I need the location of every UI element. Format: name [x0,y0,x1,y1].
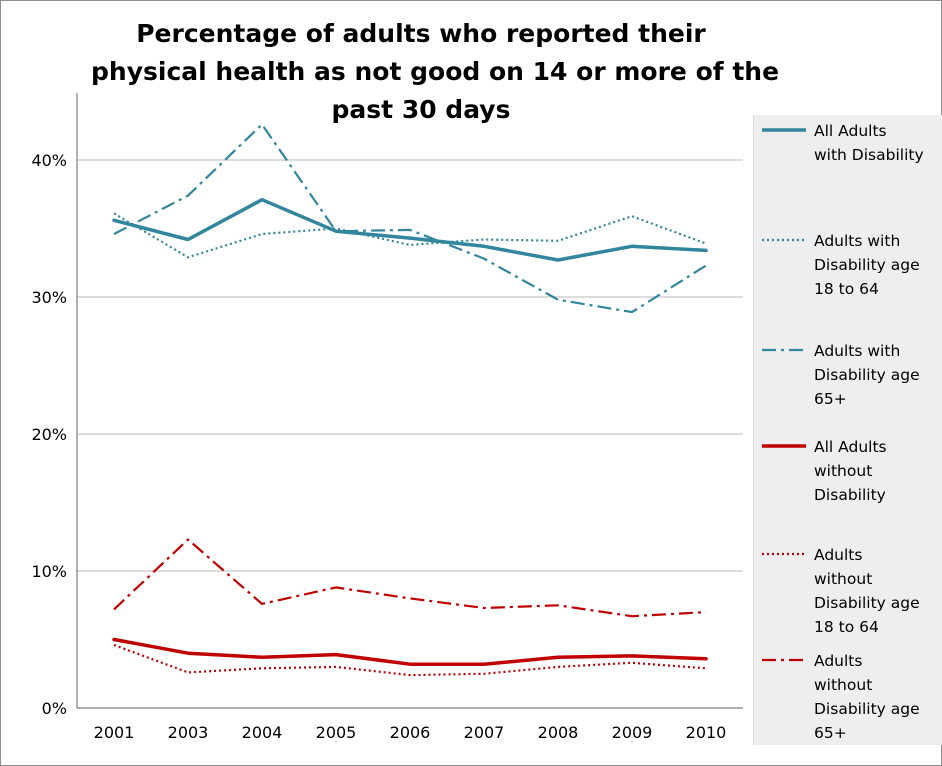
legend-label-line: Adults with [814,232,901,250]
legend-swatch [762,552,806,556]
legend-label-line: 18 to 64 [814,280,879,298]
x-tick-label: 2001 [94,723,135,742]
legend: All Adults with Disability Adults with Disa… [753,115,942,745]
x-tick-label: 2010 [686,723,727,742]
legend-label-line: Disability age [814,256,920,274]
y-tick-label: 40% [31,151,67,170]
x-tick-label: 2003 [168,723,209,742]
legend-swatch [762,348,806,352]
legend-label-line: Adults with [814,342,901,360]
legend-label-line: 65+ [814,390,847,408]
y-tick-label: 20% [31,425,67,444]
legend-label: All Adults with Disability [814,119,940,167]
legend-label-line: Disability age [814,366,920,384]
legend-label: Adults with Disability age 65+ [814,339,940,411]
y-tick-label: 0% [42,699,67,718]
chart-title: Percentage of adults who reported their … [91,15,780,129]
series-line-2 [113,212,707,259]
legend-label-line: Adults [814,546,863,564]
plot-area: 0% 10% 20% 30% 40% 2001 2003 2004 2005 2006 2007 20… [31,93,743,742]
legend-label-line: without [814,676,873,694]
legend-label-line: 65+ [814,724,847,742]
legend-swatch [762,238,806,242]
legend-label: Adults without Disability age 18 to 64 [814,543,940,639]
x-tick-label: 2006 [390,723,431,742]
legend-label-line: Disability age [814,594,920,612]
chart-title-line-1: Percentage of adults who reported their [136,19,706,48]
legend-label-line: without [814,462,873,480]
x-tick-label: 2008 [538,723,579,742]
y-tick-label: 30% [31,288,67,307]
series-line-4 [112,637,708,666]
legend-label-line: without [814,570,873,588]
y-tick-label: 10% [31,562,67,581]
series-line-1 [112,197,708,262]
series-line-3 [113,123,707,314]
legend-label-line: 18 to 64 [814,618,879,636]
chart-title-line-2: physical health as not good on 14 or mor… [91,57,780,86]
legend-swatch [762,444,806,448]
legend-label-line: Disability [814,486,886,504]
legend-swatch [762,128,806,132]
legend-label-line: with Disability [814,146,924,164]
series-line-5 [113,643,707,677]
legend-label-line: Disability age [814,700,920,718]
legend-label-line: All Adults [814,438,887,456]
legend-label: All Adults without Disability [814,435,940,507]
chart-title-line-3: past 30 days [331,95,511,124]
legend-label-line: All Adults [814,122,887,140]
x-tick-label: 2009 [612,723,653,742]
legend-label-line: Adults [814,652,863,670]
x-tick-label: 2005 [316,723,357,742]
x-tick-label: 2004 [242,723,283,742]
legend-label: Adults without Disability age 65+ [814,649,940,745]
x-tick-label: 2007 [464,723,505,742]
legend-swatch [762,658,806,662]
series-line-6 [113,538,707,618]
legend-label: Adults with Disability age 18 to 64 [814,229,940,301]
